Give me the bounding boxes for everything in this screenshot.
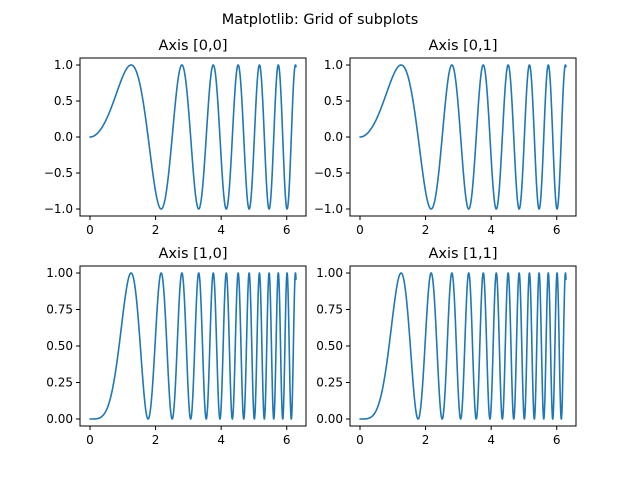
subplot-0-0: Axis [0,0] 0 2 4 6 −1.0 −0.5 0.0 0.5 1.0 [44, 38, 307, 237]
axes-spines [349, 57, 577, 217]
subplot-title: Axis [0,1] [428, 38, 497, 54]
y-tick-label: 0.50 [316, 339, 343, 353]
y-tick-label: −0.5 [314, 166, 343, 180]
y-tick-label: −0.5 [44, 166, 73, 180]
y-tick-label: 0.25 [316, 376, 343, 390]
y-tick-label: 1.0 [324, 58, 343, 72]
x-tick-label: 2 [152, 433, 160, 447]
y-tick-label: −1.0 [314, 202, 343, 216]
x-tick-label: 4 [487, 433, 495, 447]
y-tick-label: 0.50 [46, 339, 73, 353]
y-tick-label: 0.5 [324, 94, 343, 108]
series-line [359, 272, 567, 420]
x-tick-label: 2 [422, 223, 430, 237]
y-tick-label: 0.75 [316, 303, 343, 317]
x-tick-label: 0 [86, 223, 94, 237]
x-tick-label: 0 [356, 223, 364, 237]
x-tick-label: 2 [152, 223, 160, 237]
x-tick-label: 6 [283, 433, 291, 447]
x-tick-label: 2 [422, 433, 430, 447]
x-tick-label: 4 [217, 223, 225, 237]
figure-suptitle: Matplotlib: Grid of subplots [222, 12, 419, 28]
series-line [89, 64, 297, 210]
y-tick-label: 0.00 [316, 412, 343, 426]
subplot-0-1: Axis [0,1] 0 2 4 6 −1.0 −0.5 0.0 0.5 1.0 [314, 38, 577, 237]
y-tick-label: −1.0 [44, 202, 73, 216]
y-tick-label: 0.25 [46, 376, 73, 390]
y-tick-label: 0.0 [54, 130, 73, 144]
subplot-title: Axis [1,0] [158, 246, 227, 262]
series-line [359, 64, 567, 210]
subplot-title: Axis [0,0] [158, 38, 227, 54]
subplot-1-0: Axis [1,0] 0 2 4 6 0.00 0.25 0.50 0.75 1.00 [46, 246, 307, 447]
y-tick-label: 0.75 [46, 303, 73, 317]
x-tick-label: 6 [553, 433, 561, 447]
axes-spines [79, 265, 307, 427]
axes-frame [79, 57, 307, 217]
series-line [89, 272, 297, 420]
y-tick-label: 0.00 [46, 412, 73, 426]
y-tick-label: 1.0 [54, 58, 73, 72]
axes-spines [79, 57, 307, 217]
x-tick-label: 6 [283, 223, 291, 237]
x-tick-label: 6 [553, 223, 561, 237]
subplot-1-1: Axis [1,1] 0 2 4 6 0.00 0.25 0.50 0.75 1.00 [316, 246, 577, 447]
axes-frame [349, 57, 577, 217]
x-tick-label: 0 [356, 433, 364, 447]
y-tick-label: 1.00 [316, 266, 343, 280]
x-tick-label: 0 [86, 433, 94, 447]
y-tick-label: 0.5 [54, 94, 73, 108]
axes-spines [349, 265, 577, 427]
y-tick-label: 0.0 [324, 130, 343, 144]
x-tick-label: 4 [217, 433, 225, 447]
y-tick-label: 1.00 [46, 266, 73, 280]
x-tick-label: 4 [487, 223, 495, 237]
subplot-title: Axis [1,1] [428, 246, 497, 262]
